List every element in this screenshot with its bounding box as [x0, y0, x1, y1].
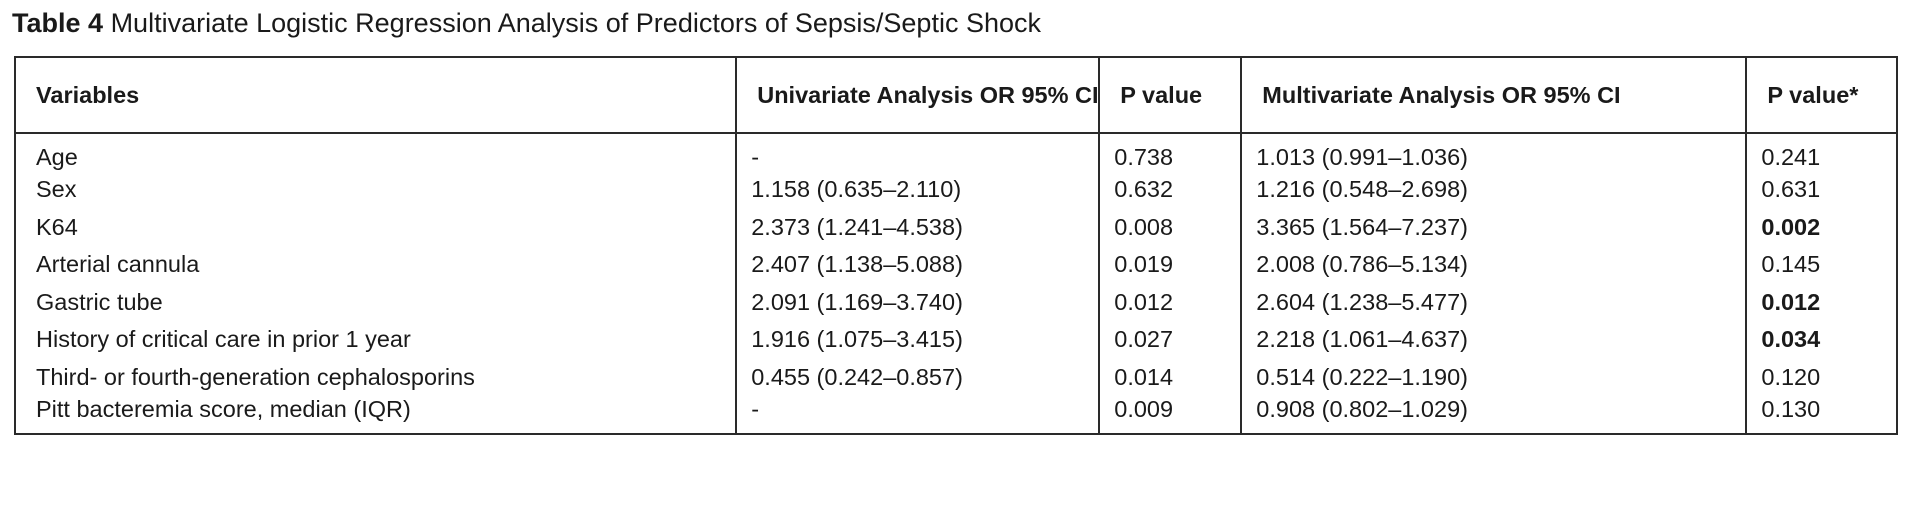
header-p-value: P value	[1098, 56, 1243, 134]
cell-variable: K64	[13, 208, 738, 246]
header-univariate: Univariate Analysis OR 95% CI	[735, 56, 1101, 134]
cell-p-value-adjusted: 0.145	[1745, 246, 1898, 284]
cell-p-value: 0.738	[1098, 133, 1243, 171]
cell-variable: History of critical care in prior 1 year	[13, 321, 738, 359]
cell-p-value: 0.014	[1098, 358, 1243, 396]
cell-variable: Age	[13, 133, 738, 171]
cell-p-value-adjusted: 0.130	[1745, 396, 1898, 435]
cell-p-value: 0.008	[1098, 208, 1243, 246]
header-multivariate: Multivariate Analysis OR 95% CI	[1240, 56, 1748, 134]
table-header-row: Variables Univariate Analysis OR 95% CI …	[13, 56, 1898, 134]
table-body: Age -0.738 1.013 (0.991–1.036) 0.241 Sex 1.15…	[13, 133, 1898, 435]
table-row: Third- or fourth-generation cephalospori…	[13, 358, 1898, 396]
cell-multivariate: 0.908 (0.802–1.029)	[1240, 396, 1748, 435]
cell-p-value: 0.009	[1098, 396, 1243, 435]
table-row: Gastric tube 2.091 (1.169–3.740) 0.012 2.60…	[13, 283, 1898, 321]
cell-variable: Third- or fourth-generation cephalospori…	[13, 358, 738, 396]
table-caption: Table 4 Multivariate Logistic Regression…	[12, 6, 1041, 40]
table-title: Multivariate Logistic Regression Analysi…	[110, 8, 1041, 38]
cell-univariate: 0.455 (0.242–0.857)	[735, 358, 1101, 396]
table-row: Age -0.738 1.013 (0.991–1.036) 0.241	[13, 133, 1898, 171]
cell-p-value-adjusted: 0.034	[1745, 321, 1898, 359]
cell-p-value-adjusted: 0.120	[1745, 358, 1898, 396]
cell-univariate: 1.916 (1.075–3.415)	[735, 321, 1101, 359]
cell-univariate: -	[735, 133, 1101, 171]
cell-multivariate: 2.218 (1.061–4.637)	[1240, 321, 1748, 359]
cell-variable: Gastric tube	[13, 283, 738, 321]
table-row: History of critical care in prior 1 year…	[13, 321, 1898, 359]
cell-p-value: 0.027	[1098, 321, 1243, 359]
cell-multivariate: 3.365 (1.564–7.237)	[1240, 208, 1748, 246]
cell-p-value-adjusted: 0.631	[1745, 171, 1898, 209]
regression-table: Variables Univariate Analysis OR 95% CI …	[13, 56, 1898, 435]
header-variables: Variables	[13, 56, 738, 134]
cell-p-value: 0.632	[1098, 171, 1243, 209]
cell-multivariate: 2.604 (1.238–5.477)	[1240, 283, 1748, 321]
cell-multivariate: 1.013 (0.991–1.036)	[1240, 133, 1748, 171]
cell-variable: Pitt bacteremia score, median (IQR)	[13, 396, 738, 435]
header-p-value-adjusted: P value*	[1745, 56, 1898, 134]
cell-multivariate: 0.514 (0.222–1.190)	[1240, 358, 1748, 396]
cell-univariate: 2.407 (1.138–5.088)	[735, 246, 1101, 284]
table-row: Arterial cannula 2.407 (1.138–5.088) 0.019…	[13, 246, 1898, 284]
cell-p-value-adjusted: 0.012	[1745, 283, 1898, 321]
table-row: K64 2.373 (1.241–4.538) 0.008 3.365 (1.564–…	[13, 208, 1898, 246]
cell-univariate: 1.158 (0.635–2.110)	[735, 171, 1101, 209]
table-row: Pitt bacteremia score, median (IQR) -0.00…	[13, 396, 1898, 435]
cell-univariate: -	[735, 396, 1101, 435]
cell-multivariate: 2.008 (0.786–5.134)	[1240, 246, 1748, 284]
cell-p-value-adjusted: 0.241	[1745, 133, 1898, 171]
table-row: Sex 1.158 (0.635–2.110) 0.632 1.216 (0.548–…	[13, 171, 1898, 209]
cell-multivariate: 1.216 (0.548–2.698)	[1240, 171, 1748, 209]
table-number: Table 4	[12, 8, 104, 38]
cell-univariate: 2.373 (1.241–4.538)	[735, 208, 1101, 246]
cell-variable: Arterial cannula	[13, 246, 738, 284]
cell-p-value-adjusted: 0.002	[1745, 208, 1898, 246]
cell-p-value: 0.019	[1098, 246, 1243, 284]
cell-variable: Sex	[13, 171, 738, 209]
cell-p-value: 0.012	[1098, 283, 1243, 321]
cell-univariate: 2.091 (1.169–3.740)	[735, 283, 1101, 321]
